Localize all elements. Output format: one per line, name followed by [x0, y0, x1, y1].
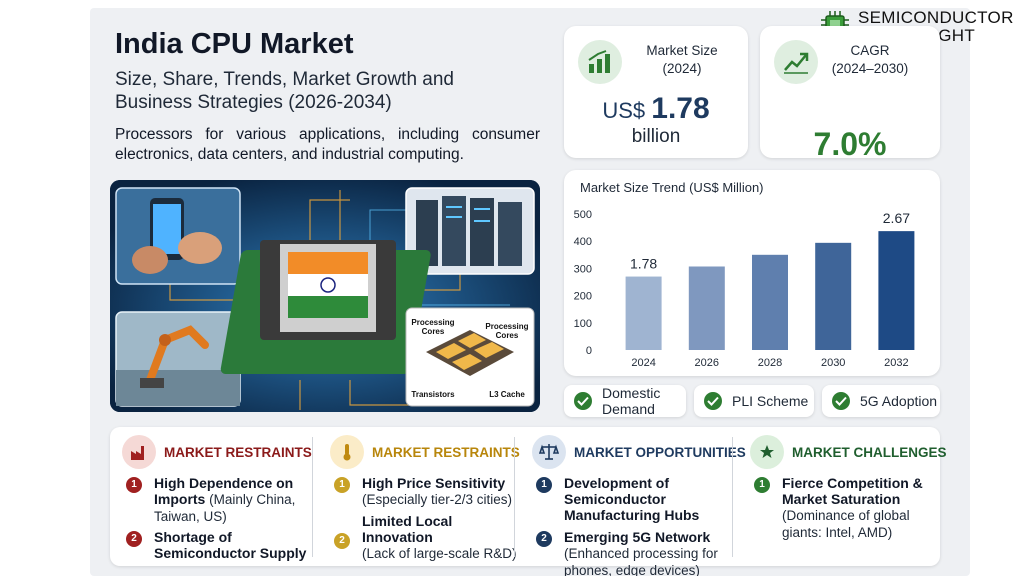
y-tick-label: 200: [574, 291, 592, 303]
smartphone-scene: [115, 187, 241, 285]
cagr-value: 7.0%: [813, 126, 887, 162]
label-processing-cores-right: Processing Cores: [485, 322, 529, 340]
check-circle-icon: [832, 392, 850, 410]
kpi-card-market-size: Market Size (2024) US$ 1.78 billion: [564, 26, 748, 158]
page-description: Processors for various applications, inc…: [115, 126, 540, 163]
factory-icon: [122, 435, 156, 469]
bar-2032: [878, 231, 915, 350]
market-factors-panel: MARKET RESTRAINTS 1 High Dependence on I…: [110, 427, 947, 576]
cpu-circuit-illustration: [110, 180, 540, 412]
industrial-robot-scene: [115, 311, 241, 407]
bar-chart-icon: [578, 40, 622, 84]
data-label: 2.67: [883, 210, 910, 226]
bar-2024: [625, 276, 662, 350]
driver-pli-scheme: PLI Scheme: [694, 385, 814, 417]
column-market-opportunities: MARKET OPPORTUNITIES 1 Development of Se…: [520, 427, 746, 576]
subtitle-line2: Business Strategies (2026-2034): [115, 92, 392, 113]
bar-2030: [815, 242, 852, 350]
page-title: India CPU Market: [115, 28, 354, 60]
trend-up-icon: [774, 40, 818, 84]
market-size-unit: billion: [631, 126, 681, 147]
market-size-trend-chart: Market Size Trend (US$ Million) 0 100 200 3…: [564, 170, 940, 376]
column-divider: [312, 437, 313, 557]
bar-2028: [752, 254, 788, 350]
label-transistors: Transistors: [411, 390, 455, 399]
x-tick-label: 2032: [884, 357, 908, 369]
scales-icon: [532, 435, 566, 469]
y-tick-label: 100: [574, 318, 592, 330]
star-laurel-icon: [750, 435, 784, 469]
x-tick-label: 2030: [821, 357, 845, 369]
check-circle-icon: [574, 392, 592, 410]
page-subtitle: Size, Share, Trends, Market Growth and B…: [115, 68, 535, 114]
x-tick-label: 2024: [631, 357, 655, 369]
driver-label: Domestic Demand: [602, 385, 661, 417]
thermometer-icon: [330, 435, 364, 469]
driver-label: PLI Scheme: [732, 393, 809, 409]
y-tick-label: 500: [574, 209, 592, 221]
y-tick-label: 300: [574, 263, 592, 275]
column-divider: [732, 437, 733, 557]
cpu-die-closeup: [405, 307, 535, 407]
kpi-card-cagr: CAGR (2024–2030) 7.0%: [760, 26, 940, 162]
y-tick-label: 0: [586, 345, 592, 357]
market-size-value: US$ 1.78: [602, 92, 710, 125]
y-tick-label: 400: [574, 236, 592, 248]
datacenter-scene: [405, 187, 535, 275]
driver-5g-adoption: 5G Adoption: [822, 385, 940, 417]
bar-2026: [688, 266, 725, 350]
brand-name-line1: SEMICONDUCTOR: [858, 8, 1014, 27]
driver-label: 5G Adoption: [860, 393, 938, 409]
x-tick-label: 2026: [695, 357, 719, 369]
market-size-label: Market Size (2024): [646, 43, 718, 76]
label-processing-cores-left: Processing Cores: [411, 318, 455, 336]
x-tick-label: 2028: [758, 357, 782, 369]
subtitle-line1: Size, Share, Trends, Market Growth and: [115, 69, 454, 90]
cagr-label: CAGR (2024–2030): [831, 43, 909, 76]
hero-illustration: Processing Cores Processing Cores Transi…: [110, 180, 540, 412]
column-market-challenges: MARKET CHALLENGES 1 Fierce Competition &…: [738, 427, 947, 566]
driver-domestic-demand: Domestic Demand: [564, 385, 686, 417]
check-circle-icon: [704, 392, 722, 410]
data-label: 1.78: [630, 256, 657, 272]
column-market-restraints-2: MARKET RESTRAINTS 1 High Price Sensitivi…: [318, 427, 520, 566]
column-market-restraints-1: MARKET RESTRAINTS 1 High Dependence on I…: [110, 427, 312, 566]
bar-chart: Market Size Trend (US$ Million) 0 100 200 3…: [574, 180, 915, 369]
column-divider: [514, 437, 515, 557]
label-l3-cache: L3 Cache: [489, 390, 525, 399]
chart-title: Market Size Trend (US$ Million): [580, 180, 764, 195]
india-cpu-chip: [220, 240, 431, 374]
